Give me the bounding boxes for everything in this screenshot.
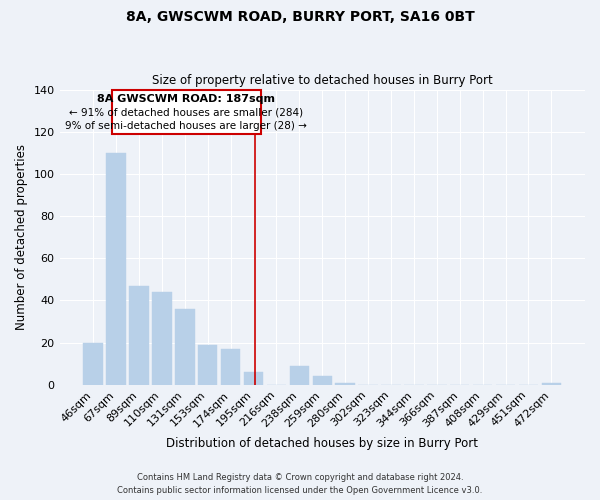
X-axis label: Distribution of detached houses by size in Burry Port: Distribution of detached houses by size … xyxy=(166,437,478,450)
Bar xyxy=(313,376,332,385)
Bar xyxy=(221,349,241,385)
Text: 9% of semi-detached houses are larger (28) →: 9% of semi-detached houses are larger (2… xyxy=(65,121,307,131)
Text: Contains HM Land Registry data © Crown copyright and database right 2024.
Contai: Contains HM Land Registry data © Crown c… xyxy=(118,474,482,495)
Bar xyxy=(83,342,103,385)
Bar xyxy=(175,309,194,385)
Bar xyxy=(542,382,561,385)
Bar xyxy=(129,286,149,385)
Bar xyxy=(244,372,263,385)
Bar xyxy=(152,292,172,385)
Bar xyxy=(106,153,126,385)
Bar xyxy=(290,366,309,385)
Text: 8A, GWSCWM ROAD, BURRY PORT, SA16 0BT: 8A, GWSCWM ROAD, BURRY PORT, SA16 0BT xyxy=(125,10,475,24)
FancyBboxPatch shape xyxy=(112,90,261,134)
Text: 8A GWSCWM ROAD: 187sqm: 8A GWSCWM ROAD: 187sqm xyxy=(97,94,275,104)
Y-axis label: Number of detached properties: Number of detached properties xyxy=(15,144,28,330)
Bar xyxy=(198,345,217,385)
Title: Size of property relative to detached houses in Burry Port: Size of property relative to detached ho… xyxy=(152,74,493,87)
Bar xyxy=(335,382,355,385)
Text: ← 91% of detached houses are smaller (284): ← 91% of detached houses are smaller (28… xyxy=(70,108,304,118)
